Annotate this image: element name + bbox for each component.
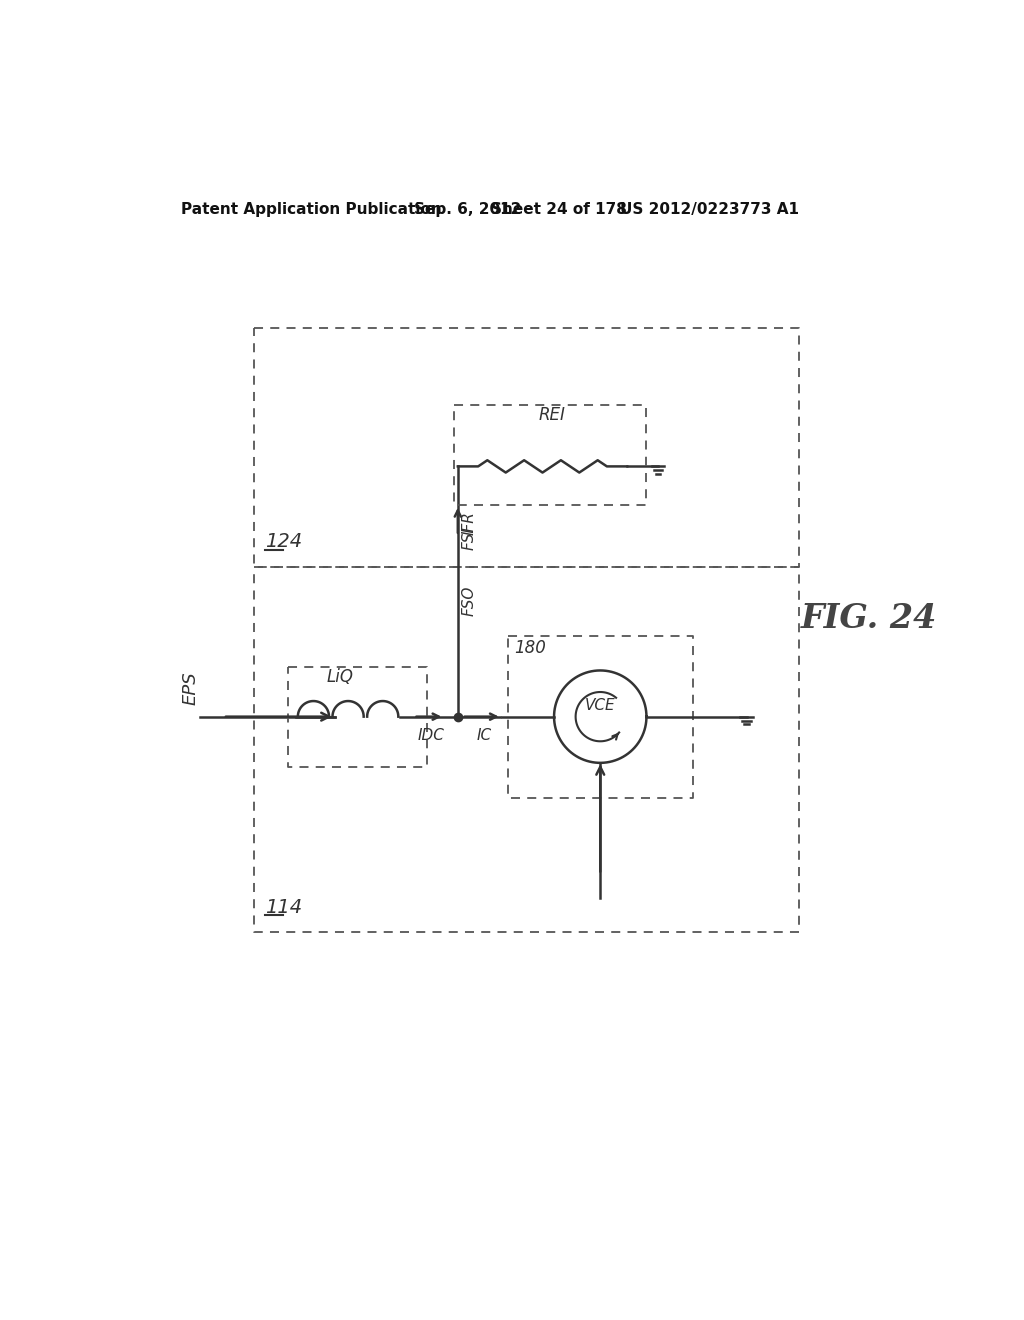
Text: IFR: IFR xyxy=(462,511,476,535)
Text: LiQ: LiQ xyxy=(327,668,354,686)
Text: Patent Application Publication: Patent Application Publication xyxy=(180,202,441,216)
Text: 114: 114 xyxy=(265,898,302,917)
Text: FSI: FSI xyxy=(462,528,476,550)
Text: FSO: FSO xyxy=(462,585,476,615)
Text: 180: 180 xyxy=(514,639,546,657)
Text: US 2012/0223773 A1: US 2012/0223773 A1 xyxy=(620,202,799,216)
Text: FIG. 24: FIG. 24 xyxy=(801,602,937,635)
Text: VCE: VCE xyxy=(585,698,615,714)
Text: Sheet 24 of 178: Sheet 24 of 178 xyxy=(490,202,627,216)
Text: REI: REI xyxy=(539,407,565,424)
Text: IDC: IDC xyxy=(418,727,444,743)
Text: 124: 124 xyxy=(265,532,302,552)
Text: EPS: EPS xyxy=(181,672,200,705)
Text: Sep. 6, 2012: Sep. 6, 2012 xyxy=(414,202,521,216)
Text: IC: IC xyxy=(477,727,493,743)
